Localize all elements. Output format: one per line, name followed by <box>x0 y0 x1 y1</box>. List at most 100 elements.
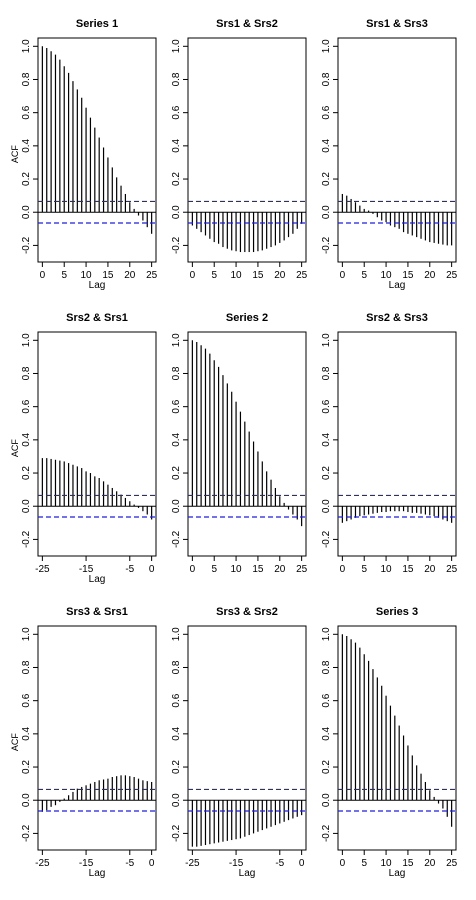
acf-panel: Series 2 -0.2 0.0 0.2 0.4 0.6 0.8 1.0 0 5 10 15 20 25 <box>171 312 308 575</box>
y-tick-label: 0.6 <box>21 399 32 413</box>
x-tick-label: 0 <box>190 564 196 575</box>
x-axis-label: Lag <box>89 280 106 291</box>
x-tick-label: 20 <box>424 564 436 575</box>
x-tick-label: 20 <box>274 270 286 281</box>
y-tick-label: 0.6 <box>171 105 182 119</box>
acf-panel: Srs2 & Srs1 -0.2 0.0 0.2 0.4 0.6 0.8 1.0 -25 -15 -… <box>10 312 157 585</box>
x-tick-label: -25 <box>185 858 200 869</box>
y-tick-label: 0.2 <box>171 760 182 774</box>
x-tick-label: -15 <box>79 564 94 575</box>
panel-title: Srs1 & Srs3 <box>366 18 428 30</box>
x-tick-label: 0 <box>340 858 346 869</box>
y-tick-label: 0.0 <box>321 499 332 513</box>
plot-frame <box>187 37 307 263</box>
x-tick-label: 0 <box>149 858 155 869</box>
y-tick-label: 1.0 <box>171 333 182 347</box>
x-tick-label: 0 <box>190 270 196 281</box>
x-tick-label: 10 <box>81 270 93 281</box>
x-tick-label: 25 <box>296 270 308 281</box>
panel-title: Srs1 & Srs2 <box>216 18 278 30</box>
x-tick-label: 25 <box>296 564 308 575</box>
y-tick-label: 0.6 <box>171 693 182 707</box>
x-tick-label: -5 <box>275 858 284 869</box>
x-axis-label: Lag <box>239 868 256 879</box>
y-tick-label: 0.2 <box>321 172 332 186</box>
y-tick-label: 0.6 <box>321 399 332 413</box>
y-tick-label: -0.2 <box>21 236 32 254</box>
y-tick-label: 0.8 <box>321 366 332 380</box>
x-tick-label: 20 <box>424 858 436 869</box>
acf-panel: Srs1 & Srs2 -0.2 0.0 0.2 0.4 0.6 0.8 1.0 0 5 10 15 2… <box>171 18 308 281</box>
x-tick-label: 25 <box>446 858 458 869</box>
y-tick-label: 0.4 <box>171 138 182 152</box>
y-tick-label: 0.0 <box>21 499 32 513</box>
x-tick-label: 25 <box>146 270 158 281</box>
y-tick-label: 0.6 <box>21 105 32 119</box>
x-tick-label: 10 <box>381 270 393 281</box>
x-tick-label: 0 <box>149 564 155 575</box>
x-tick-label: 0 <box>340 270 346 281</box>
y-tick-label: 0.0 <box>171 499 182 513</box>
y-tick-label: 0.6 <box>321 105 332 119</box>
x-tick-label: 15 <box>102 270 114 281</box>
y-tick-label: 1.0 <box>171 627 182 641</box>
plot-frame <box>187 331 307 557</box>
y-tick-label: 0.8 <box>171 72 182 86</box>
y-tick-label: 0.0 <box>321 793 332 807</box>
acf-panel: Series 3 -0.2 0.0 0.2 0.4 0.6 0.8 1.0 0 5 10 15 20 25… <box>321 606 458 879</box>
x-tick-label: -5 <box>125 858 134 869</box>
y-tick-label: 0.2 <box>171 172 182 186</box>
plot-frame <box>337 625 457 851</box>
y-tick-label: 1.0 <box>321 39 332 53</box>
x-tick-label: 5 <box>361 564 367 575</box>
y-tick-label: 0.8 <box>21 660 32 674</box>
y-tick-label: 0.8 <box>321 72 332 86</box>
x-tick-label: 10 <box>381 564 393 575</box>
y-tick-label: -0.2 <box>171 530 182 548</box>
x-tick-label: -25 <box>35 858 50 869</box>
x-tick-label: 10 <box>381 858 393 869</box>
x-tick-label: 0 <box>40 270 46 281</box>
y-tick-label: 0.0 <box>21 205 32 219</box>
x-tick-label: 10 <box>231 564 243 575</box>
acf-panel: Srs3 & Srs1 -0.2 0.0 0.2 0.4 0.6 0.8 1.0 -25 -15 -… <box>10 606 157 879</box>
plot-frame <box>37 331 157 557</box>
y-tick-label: -0.2 <box>321 236 332 254</box>
x-tick-label: 0 <box>340 564 346 575</box>
y-tick-label: 0.2 <box>321 466 332 480</box>
y-tick-label: -0.2 <box>21 824 32 842</box>
x-axis-label: Lag <box>389 868 406 879</box>
x-tick-label: 5 <box>211 270 217 281</box>
x-axis-label: Lag <box>89 574 106 585</box>
x-tick-label: 20 <box>424 270 436 281</box>
x-tick-label: -15 <box>79 858 94 869</box>
panel-title: Srs2 & Srs3 <box>366 312 428 324</box>
acf-panel: Srs2 & Srs3 -0.2 0.0 0.2 0.4 0.6 0.8 1.0 0 5 10 15 2… <box>321 312 458 575</box>
x-tick-label: 5 <box>211 564 217 575</box>
y-tick-label: 1.0 <box>21 39 32 53</box>
acf-panel: Series 1 -0.2 0.0 0.2 0.4 0.6 0.8 1.0 0 5 10 15 20 25… <box>10 18 158 291</box>
x-tick-label: 5 <box>61 270 67 281</box>
panel-title: Srs2 & Srs1 <box>66 312 128 324</box>
x-tick-label: 25 <box>446 564 458 575</box>
y-tick-label: 0.0 <box>321 205 332 219</box>
x-tick-label: -25 <box>35 564 50 575</box>
panel-title: Srs3 & Srs2 <box>216 606 278 618</box>
acf-panel: Srs1 & Srs3 -0.2 0.0 0.2 0.4 0.6 0.8 1.0 0 5 10 15 2… <box>321 18 458 291</box>
x-tick-label: 20 <box>274 564 286 575</box>
y-axis-label: ACF <box>10 145 20 164</box>
y-tick-label: 0.2 <box>21 466 32 480</box>
y-tick-label: 0.2 <box>321 760 332 774</box>
panel-title: Series 2 <box>226 312 268 324</box>
x-tick-label: 15 <box>402 270 414 281</box>
x-tick-label: 5 <box>361 858 367 869</box>
y-tick-label: 0.4 <box>21 138 32 152</box>
y-tick-label: 0.6 <box>21 693 32 707</box>
y-axis-label: ACF <box>10 439 20 458</box>
y-tick-label: 0.4 <box>321 138 332 152</box>
x-tick-label: 25 <box>446 270 458 281</box>
y-tick-label: 0.6 <box>321 693 332 707</box>
x-tick-label: 20 <box>124 270 136 281</box>
y-tick-label: -0.2 <box>21 530 32 548</box>
